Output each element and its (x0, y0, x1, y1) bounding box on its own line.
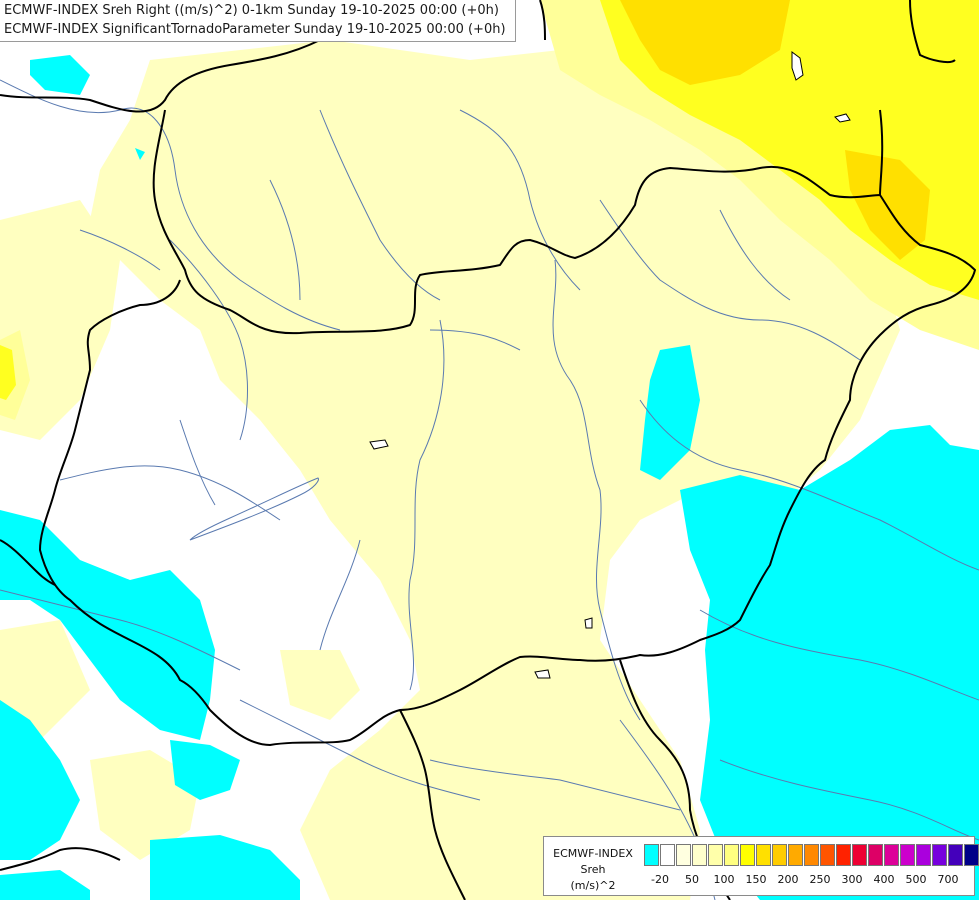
legend-tick-labels: -20 50 100 150 200 250 300 400 500 700 (644, 873, 974, 889)
legend-label-unit: (m/s)^2 (570, 879, 616, 892)
legend-color-box (868, 844, 883, 866)
legend-color-box (676, 844, 691, 866)
legend-color-box (708, 844, 723, 866)
legend-color-box (852, 844, 867, 866)
title-line-sreh: ECMWF-INDEX Sreh Right ((m/s)^2) 0-1km S… (4, 3, 499, 18)
legend-color-box (740, 844, 755, 866)
legend-color-box (820, 844, 835, 866)
legend-color-box (836, 844, 851, 866)
legend-tick-label: 500 (905, 873, 927, 886)
legend-tick-label: 700 (937, 873, 959, 886)
legend-color-box (788, 844, 803, 866)
legend-tick-label: -20 (651, 873, 669, 886)
legend-color-box (804, 844, 819, 866)
sreh-negative-zones (0, 55, 979, 900)
legend-color-box (916, 844, 931, 866)
legend-label-model: ECMWF-INDEX (553, 847, 633, 860)
legend-color-box (900, 844, 915, 866)
legend-color-box (660, 844, 675, 866)
legend-label-variable: Sreh (580, 863, 606, 876)
legend-color-scale (644, 844, 979, 866)
legend-color-box (932, 844, 947, 866)
legend-color-box (692, 844, 707, 866)
legend-tick-label: 100 (713, 873, 735, 886)
legend-color-box (772, 844, 787, 866)
legend-tick-label: 400 (873, 873, 895, 886)
legend-tick-label: 250 (809, 873, 831, 886)
legend-tick-label: 200 (777, 873, 799, 886)
legend-tick-label: 300 (841, 873, 863, 886)
legend-color-box (756, 844, 771, 866)
lakes (369, 51, 851, 679)
legend-tick-label: 150 (745, 873, 767, 886)
color-legend: ECMWF-INDEX Sreh (m/s)^2 -20 50 100 150 200 2… (543, 836, 979, 896)
legend-color-box (964, 844, 979, 866)
map-title-box: ECMWF-INDEX Sreh Right ((m/s)^2) 0-1km S… (0, 0, 516, 42)
legend-tick-label: 50 (685, 873, 699, 886)
legend-color-box (884, 844, 899, 866)
legend-color-box (644, 844, 659, 866)
legend-color-box (948, 844, 963, 866)
title-line-stp: ECMWF-INDEX SignificantTornadoParameter … (4, 22, 506, 37)
rivers (0, 79, 979, 900)
legend-color-box (724, 844, 739, 866)
